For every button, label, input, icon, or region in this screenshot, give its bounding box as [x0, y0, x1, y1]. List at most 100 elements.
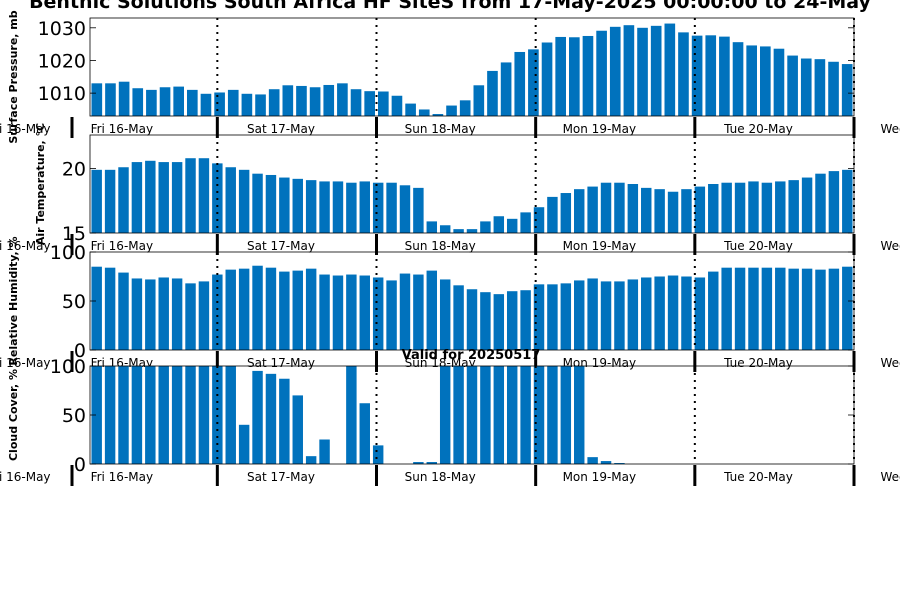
bar [413, 187, 424, 233]
bar [500, 62, 512, 116]
bar [225, 167, 236, 233]
bar [466, 366, 478, 464]
bar [104, 169, 116, 233]
bar [528, 49, 539, 116]
bar [426, 270, 438, 350]
bar [332, 275, 344, 350]
bar [158, 366, 169, 464]
bar [574, 189, 585, 233]
bar [439, 366, 451, 464]
bar [587, 457, 598, 464]
bar [413, 462, 424, 464]
day-label: Fri 16-May [0, 470, 51, 484]
y-axis-label: Surface Pressure, mb [7, 10, 20, 143]
bar [734, 267, 746, 350]
bar [681, 276, 692, 350]
bar [761, 182, 773, 233]
bar [91, 366, 102, 464]
bar [466, 229, 478, 233]
bar [305, 180, 317, 233]
bar [305, 456, 317, 464]
bar [732, 42, 744, 116]
day-label: Sun 18-May [405, 122, 476, 136]
bar [359, 275, 370, 350]
bar [555, 36, 566, 117]
bar [359, 403, 370, 464]
bar [418, 109, 430, 116]
bar [241, 93, 253, 116]
bar [614, 281, 625, 350]
bar [198, 158, 210, 233]
bar [681, 189, 692, 233]
bar [439, 225, 451, 233]
bar [596, 30, 607, 117]
bar [391, 95, 403, 116]
bar [541, 42, 553, 116]
bar [480, 366, 491, 464]
bar [842, 169, 853, 233]
bar [815, 173, 826, 233]
bar [487, 70, 498, 116]
bar [399, 273, 411, 350]
bar [252, 265, 263, 350]
bar [520, 366, 531, 464]
y-tick-label: 100 [50, 356, 86, 378]
panel-2: 15 20 Fri 16-May Sat 17-May Sun 18-May Mon 19… [0, 123, 900, 255]
bar [748, 267, 759, 350]
bar [667, 191, 679, 233]
bar [413, 274, 424, 350]
bar [473, 85, 485, 116]
day-label: Mon 19-May [563, 122, 637, 136]
bar [346, 182, 357, 233]
day-label: Tue 20-May [723, 356, 793, 370]
bar [533, 284, 545, 350]
panel-1: 1010 1020 1030 Fri 16-May Sat 17-May Sun 18-M… [0, 10, 900, 143]
bar [814, 59, 826, 116]
bar [292, 178, 303, 233]
day-label: Sun 18-May [405, 239, 476, 253]
bar [146, 89, 157, 116]
bar [252, 370, 263, 464]
bar [480, 292, 491, 350]
bar [841, 64, 853, 116]
bar [364, 91, 375, 116]
bar [426, 221, 438, 233]
bar [641, 277, 652, 350]
y-tick-label: 1030 [38, 18, 86, 40]
bar [788, 268, 799, 350]
bar [212, 274, 223, 350]
bar [746, 45, 757, 116]
bar [721, 182, 732, 233]
bar [198, 281, 210, 350]
bar [506, 218, 518, 233]
bar [587, 186, 598, 233]
bar [238, 169, 250, 233]
bar [773, 48, 785, 116]
bar [600, 281, 612, 350]
bar [131, 278, 143, 350]
day-label: Tue 20-May [723, 122, 793, 136]
bar [466, 289, 478, 350]
bar [609, 26, 621, 116]
bar [506, 291, 518, 350]
day-label: Sat 17-May [247, 470, 315, 484]
day-label: Tue 20-May [723, 239, 793, 253]
valid-for-label: Valid for 20250517 [402, 348, 541, 363]
bar [623, 25, 635, 116]
bar [694, 277, 706, 350]
bar [346, 274, 357, 350]
bar [132, 88, 144, 116]
bar [292, 395, 303, 464]
bar [480, 221, 491, 233]
bar [547, 196, 558, 233]
day-label: Sun 18-May [405, 470, 476, 484]
bar [574, 366, 585, 464]
bar [432, 114, 444, 116]
day-label: Fri 16-May [91, 470, 154, 484]
bar [664, 23, 676, 116]
day-label: Fri 16-May [0, 122, 51, 136]
day-label: Wed 21-May [880, 470, 900, 484]
bar [292, 270, 303, 350]
bar [801, 177, 813, 233]
